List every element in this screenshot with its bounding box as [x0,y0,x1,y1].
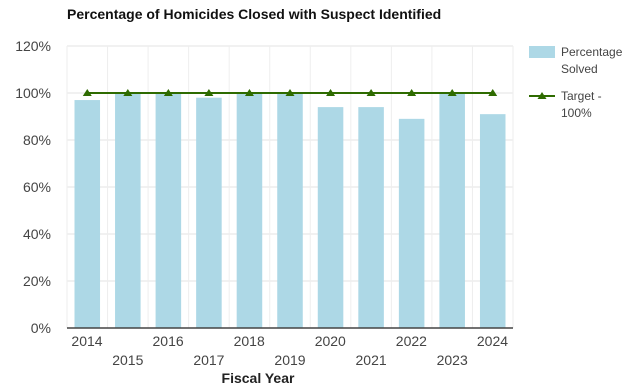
legend-line-swatch [529,89,555,103]
bar[interactable] [196,98,222,328]
x-tick-label: 2022 [396,333,427,349]
y-tick-label: 20% [23,273,51,289]
bar[interactable] [439,93,465,328]
x-tick-label: 2018 [234,333,265,349]
x-tick-label: 2014 [71,333,102,349]
y-tick-label: 100% [15,85,51,101]
x-tick-label: 2017 [193,352,224,368]
legend-label-target: Target - 100% [561,89,602,120]
x-tick-label: 2020 [315,333,346,349]
bar[interactable] [318,107,344,328]
x-tick-label: 2024 [477,333,508,349]
legend-item-target[interactable]: Target - 100% [529,88,629,122]
legend-bar-swatch [529,46,555,58]
x-tick-label: 2021 [356,352,387,368]
bar[interactable] [115,93,141,328]
bar[interactable] [480,114,506,328]
bar[interactable] [75,100,101,328]
x-axis-title: Fiscal Year [198,370,318,386]
y-tick-label: 40% [23,226,51,242]
legend-label-percentage-solved: Percentage Solved [561,45,622,76]
x-tick-label: 2023 [437,352,468,368]
bar[interactable] [156,93,182,328]
bar[interactable] [277,93,303,328]
bar[interactable] [358,107,384,328]
y-tick-label: 120% [15,38,51,54]
bar[interactable] [237,93,263,328]
bar[interactable] [399,119,425,328]
y-tick-label: 0% [31,320,51,336]
x-tick-label: 2015 [112,352,143,368]
x-tick-label: 2016 [153,333,184,349]
y-tick-label: 80% [23,132,51,148]
y-tick-label: 60% [23,179,51,195]
legend: Percentage Solved Target - 100% [529,44,629,132]
legend-item-percentage-solved[interactable]: Percentage Solved [529,44,629,78]
x-tick-label: 2019 [274,352,305,368]
